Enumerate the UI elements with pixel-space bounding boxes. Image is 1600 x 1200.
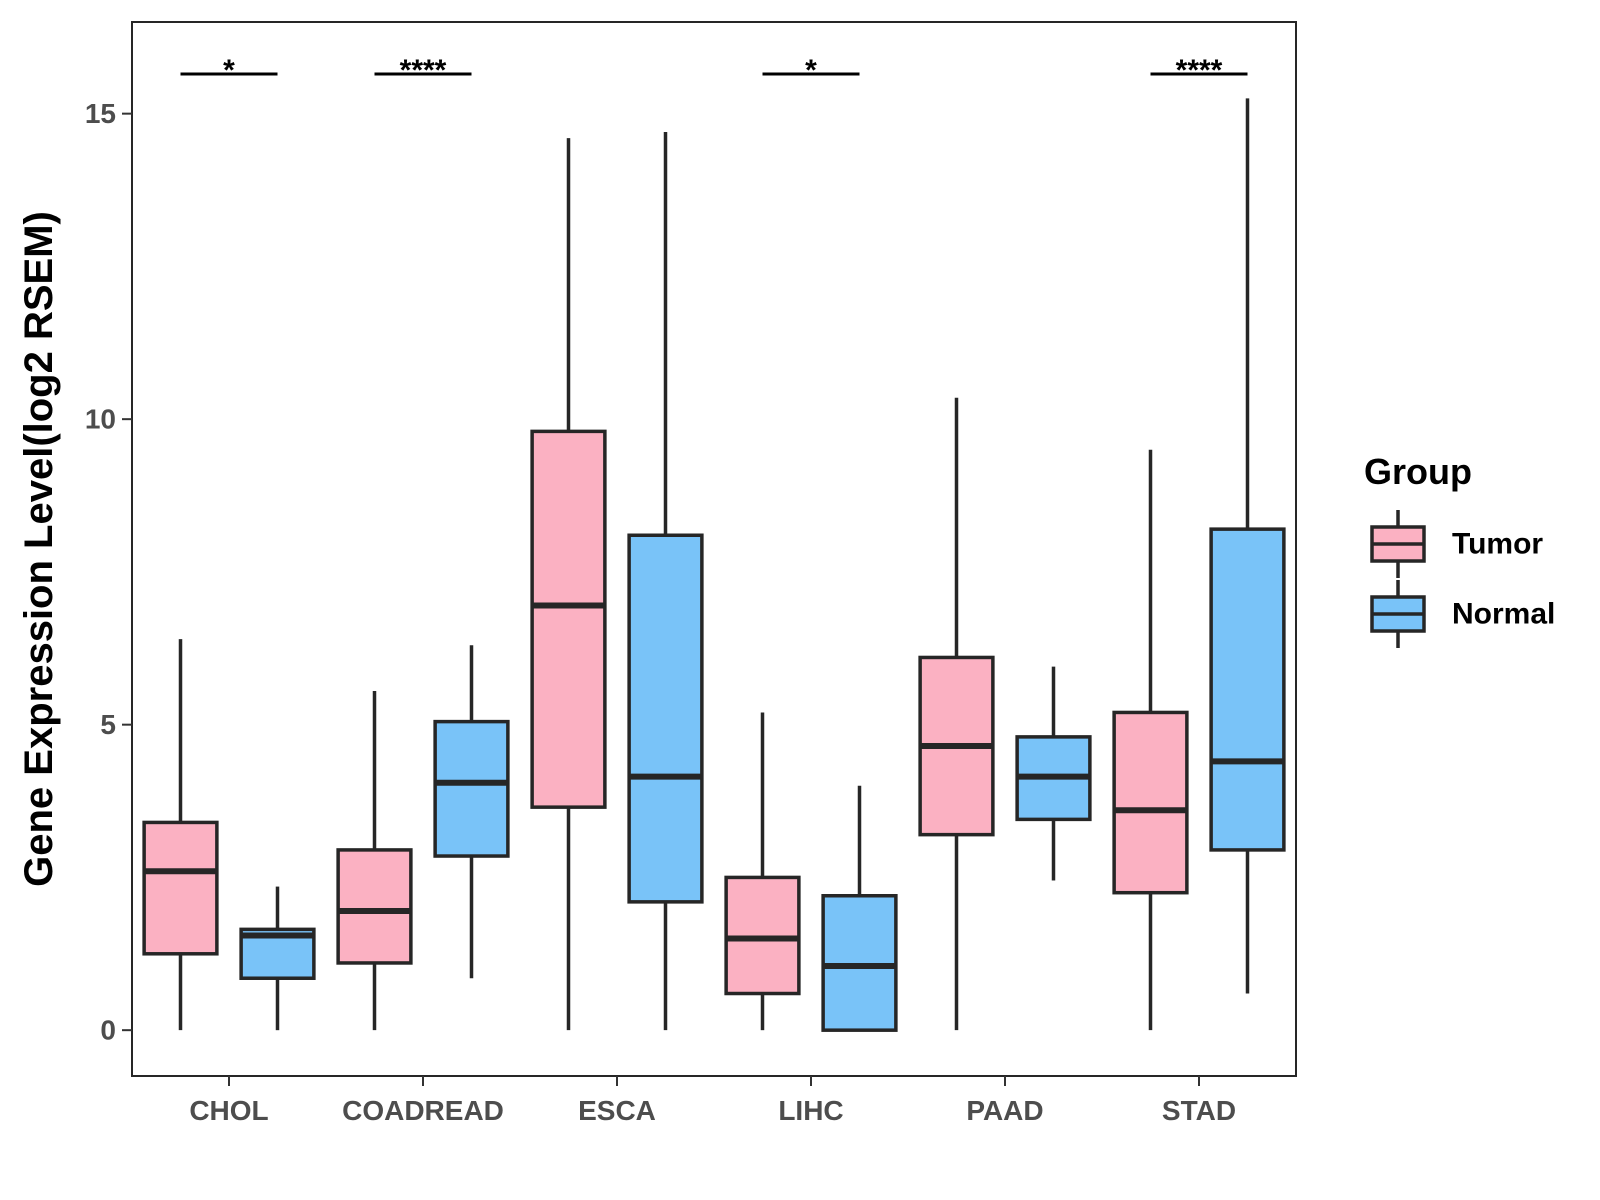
x-tick-label-esca: ESCA — [578, 1095, 656, 1126]
x-tick-label-lihc: LIHC — [778, 1095, 843, 1126]
box-tumor-stad — [1112, 449, 1189, 1031]
boxes-layer — [142, 98, 1286, 1032]
box-normal-lihc — [821, 785, 898, 1032]
y-tick-label: 15 — [85, 98, 116, 129]
legend: Group Tumor Normal — [1364, 451, 1555, 648]
box-tumor-paad — [918, 397, 995, 1031]
box-tumor-esca — [530, 138, 607, 1031]
box-body — [336, 848, 413, 965]
plot-panel — [131, 21, 1297, 1077]
x-tick-label-stad: STAD — [1162, 1095, 1236, 1126]
box-normal-paad — [1015, 666, 1092, 881]
box-body — [724, 875, 801, 996]
box-body — [1112, 710, 1189, 895]
box-tumor-coadread — [336, 691, 413, 1031]
legend-item-tumor: Tumor — [1370, 510, 1543, 578]
legend-item-normal: Normal — [1370, 580, 1555, 648]
box-normal-chol — [239, 886, 316, 1031]
box-normal-stad — [1209, 98, 1286, 994]
box-normal-coadread — [433, 645, 510, 979]
box-tumor-chol — [142, 639, 219, 1031]
y-tick-label: 5 — [100, 709, 116, 740]
box-body — [433, 719, 510, 858]
box-body — [142, 820, 219, 956]
significance-label: * — [223, 54, 235, 87]
box-body — [530, 429, 607, 809]
box-body — [821, 894, 898, 1032]
legend-label: Tumor — [1452, 528, 1543, 561]
x-tick-label-coadread: COADREAD — [342, 1095, 504, 1126]
x-axis: CHOL COADREAD ESCA LIHC PAAD STAD — [189, 1076, 1236, 1126]
box-tumor-lihc — [724, 712, 801, 1031]
significance-label: **** — [1176, 54, 1223, 87]
x-tick-label-chol: CHOL — [189, 1095, 268, 1126]
y-tick-label: 10 — [85, 404, 116, 435]
significance-label: **** — [400, 54, 447, 87]
legend-title: Group — [1364, 451, 1472, 492]
x-tick-label-paad: PAAD — [966, 1095, 1043, 1126]
significance-label: * — [805, 54, 817, 87]
y-axis: 0 5 10 15 — [85, 98, 132, 1046]
y-axis-title: Gene Expression Level(log2 RSEM) — [17, 211, 61, 887]
box-normal-esca — [627, 131, 704, 1031]
panel-border — [131, 21, 1297, 1077]
legend-label: Normal — [1452, 598, 1555, 631]
box-body — [627, 533, 704, 904]
box-body — [1209, 527, 1286, 852]
significance-layer: * **** * **** — [180, 54, 1248, 87]
y-tick-label: 0 — [100, 1015, 116, 1046]
